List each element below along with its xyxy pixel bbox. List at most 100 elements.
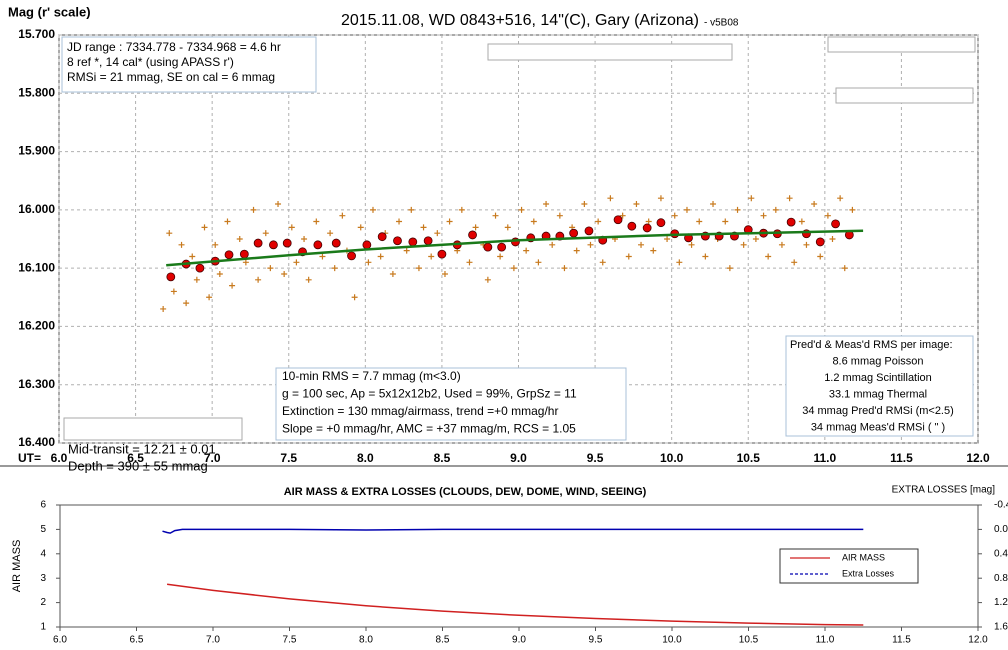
point-marker <box>569 228 579 238</box>
plus-marker <box>369 206 376 213</box>
x-tick-label: 8.0 <box>359 635 373 646</box>
point-marker <box>423 236 433 246</box>
x-tick-label: 7.0 <box>206 635 220 646</box>
empty-box <box>63 417 243 441</box>
plus-marker <box>599 259 606 266</box>
plus-marker <box>702 253 709 260</box>
plus-marker <box>688 241 695 248</box>
point-marker <box>613 215 623 225</box>
x-tick-label: 6.5 <box>130 635 144 646</box>
annotation: Pred'd & Meas'd RMS per image: <box>790 339 953 351</box>
plus-marker <box>357 224 364 231</box>
plus-marker <box>778 241 785 248</box>
plus-marker <box>319 253 326 260</box>
plus-marker <box>633 201 640 208</box>
plus-marker <box>288 224 295 231</box>
plus-marker <box>275 201 282 208</box>
y-tick-label: 16.000 <box>18 202 55 216</box>
plus-marker <box>765 253 772 260</box>
plus-marker <box>262 230 269 237</box>
point-marker <box>282 238 292 248</box>
y-tick-label: 1 <box>40 622 46 633</box>
plus-marker <box>484 276 491 283</box>
y-tick-label: 15.700 <box>18 27 55 41</box>
point-marker <box>437 249 447 259</box>
x-tick-label: 9.0 <box>510 451 527 465</box>
plus-marker <box>293 259 300 266</box>
plus-marker <box>829 236 836 242</box>
text-box <box>785 335 974 437</box>
plus-marker <box>242 259 249 266</box>
point-marker <box>656 218 666 228</box>
empty-box <box>835 87 974 104</box>
plus-marker <box>625 253 632 260</box>
plus-marker <box>472 224 479 231</box>
plus-marker <box>170 288 177 295</box>
point-marker <box>253 238 263 248</box>
annotation: 8.6 mmag Poisson <box>832 355 923 367</box>
plus-marker <box>518 206 525 213</box>
y2-tick-label: -0.4 <box>994 500 1008 511</box>
y-tick-label: 4 <box>40 548 46 559</box>
y2-tick-label: 0.0 <box>994 524 1008 535</box>
plus-marker <box>504 224 511 231</box>
point-marker <box>347 251 356 261</box>
plus-marker <box>645 218 652 225</box>
chart-title: AIR MASS & EXTRA LOSSES (CLOUDS, DEW, DO… <box>284 486 647 498</box>
plus-marker <box>530 218 537 225</box>
plus-marker <box>683 206 690 213</box>
plus-marker <box>510 265 517 272</box>
annotation: Mid-transit = 12.21 ± 0.01 <box>68 441 216 456</box>
plus-marker <box>772 206 779 213</box>
plus-marker <box>365 259 372 266</box>
y-tick-label: 6 <box>40 500 46 511</box>
plus-marker <box>331 265 338 272</box>
plus-marker <box>664 236 671 242</box>
x-tick-label: 12.0 <box>968 635 988 646</box>
plus-marker <box>638 241 645 248</box>
plus-marker <box>837 195 844 202</box>
x-tick-label: 10.5 <box>737 451 761 465</box>
plus-marker <box>403 247 410 254</box>
plus-marker <box>492 212 499 219</box>
plus-marker <box>676 259 683 266</box>
point-marker <box>627 221 637 231</box>
plus-marker <box>734 206 741 213</box>
plus-marker <box>841 265 848 272</box>
plus-marker <box>377 253 384 260</box>
plus-marker <box>650 247 657 254</box>
x-tick-label: 11.5 <box>892 635 911 646</box>
plus-marker <box>178 241 185 248</box>
plus-marker <box>657 195 664 202</box>
x-tick-label: 7.5 <box>283 635 297 646</box>
plus-marker <box>803 241 810 248</box>
x-tick-label: 8.5 <box>436 635 450 646</box>
plus-marker <box>556 212 563 219</box>
plus-marker <box>281 270 288 277</box>
plus-marker <box>389 270 396 277</box>
plus-marker <box>619 212 626 219</box>
y-tick-label: 16.200 <box>18 319 55 333</box>
empty-box <box>487 43 733 61</box>
y-tick-label: 3 <box>40 573 46 584</box>
plus-marker <box>305 276 312 283</box>
text-box <box>61 36 317 93</box>
legend-box <box>779 548 919 584</box>
plus-marker <box>710 201 717 208</box>
plus-marker <box>824 212 831 219</box>
x-tick-label: 10.0 <box>662 635 682 646</box>
point-marker <box>483 242 493 252</box>
y-tick-label: 15.800 <box>18 85 55 99</box>
x-tick-label: 7.0 <box>204 451 221 465</box>
y-tick-label: 5 <box>40 524 46 535</box>
plus-marker <box>573 247 580 254</box>
y-tick-label: 15.900 <box>18 144 55 158</box>
point-marker <box>331 238 341 248</box>
point-marker <box>831 219 840 229</box>
plus-marker <box>543 201 550 208</box>
x-tick-label: 8.5 <box>434 451 451 465</box>
plus-marker <box>722 218 729 225</box>
plus-marker <box>607 195 614 202</box>
plus-marker <box>748 195 755 202</box>
point-marker <box>224 250 234 260</box>
